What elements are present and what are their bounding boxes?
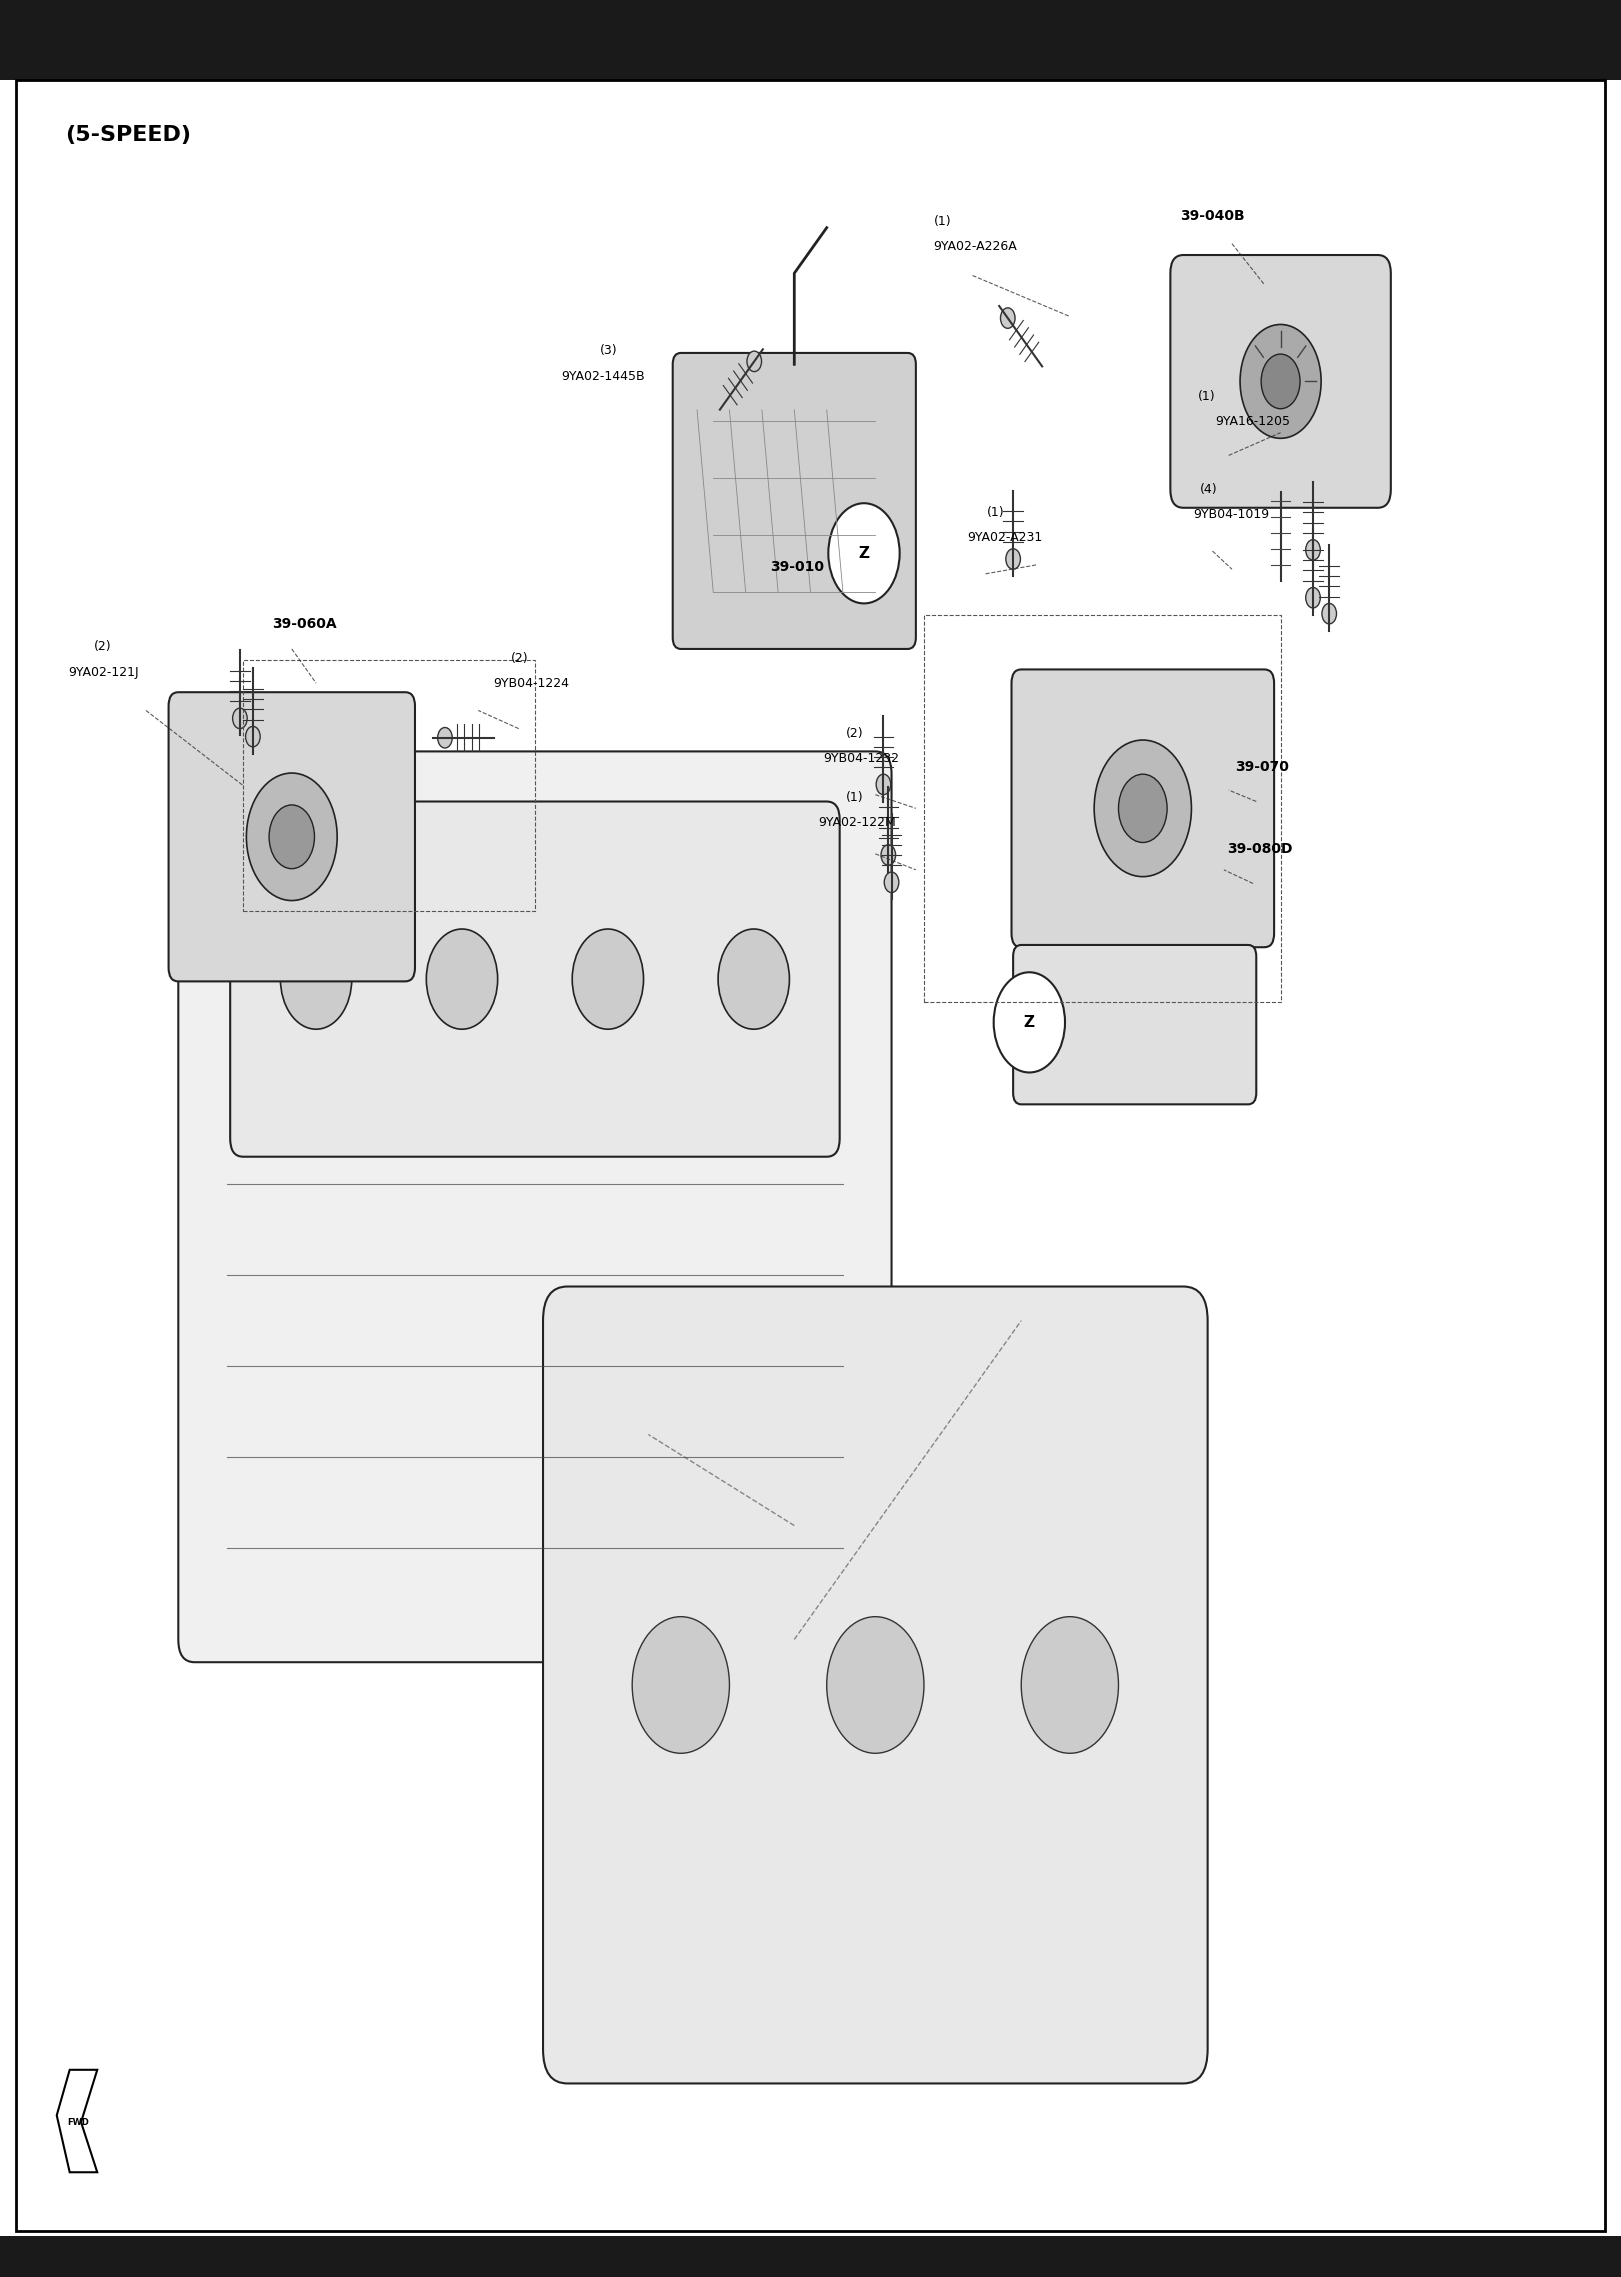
Circle shape [438,726,452,747]
Circle shape [994,972,1065,1072]
Circle shape [875,774,892,795]
Text: FWD: FWD [66,2118,89,2127]
Text: 39-060A: 39-060A [272,617,337,631]
Text: 9YA02-121J: 9YA02-121J [68,665,139,679]
Text: (1): (1) [846,790,864,804]
Text: (2): (2) [511,651,528,665]
Text: Z: Z [859,546,869,560]
Text: 9YA02-A231: 9YA02-A231 [968,531,1042,544]
Circle shape [1021,1617,1118,1753]
Text: 39-040B: 39-040B [1180,209,1245,223]
Circle shape [572,929,644,1029]
Text: (1): (1) [934,214,952,228]
FancyBboxPatch shape [169,692,415,981]
Text: (4): (4) [1200,483,1217,496]
Text: 9YA16-1205: 9YA16-1205 [1216,414,1290,428]
FancyBboxPatch shape [673,353,916,649]
FancyBboxPatch shape [543,1287,1208,2083]
Circle shape [1005,549,1021,569]
Text: (1): (1) [987,505,1005,519]
Circle shape [269,806,314,868]
Circle shape [747,351,762,371]
Text: 9YB04-1232: 9YB04-1232 [823,751,900,765]
Circle shape [1307,540,1319,560]
Text: 39-080D: 39-080D [1227,842,1292,856]
Bar [924,615,1281,1002]
Text: 39-070: 39-070 [1235,761,1289,774]
Text: 9YB04-1224: 9YB04-1224 [493,676,569,690]
Bar [243,660,535,911]
Circle shape [828,503,900,603]
Circle shape [827,1617,924,1753]
Text: 9YA02-A226A: 9YA02-A226A [934,239,1018,253]
Text: (3): (3) [600,344,618,357]
Text: 39-010: 39-010 [770,560,823,574]
Circle shape [1240,323,1321,439]
Circle shape [1094,740,1191,877]
FancyBboxPatch shape [230,802,840,1157]
Circle shape [882,845,895,865]
Circle shape [1321,603,1336,624]
Circle shape [1000,307,1015,328]
Text: 9YB04-1019: 9YB04-1019 [1193,508,1269,521]
Circle shape [1118,774,1167,842]
Circle shape [1261,353,1300,410]
FancyBboxPatch shape [1170,255,1391,508]
FancyBboxPatch shape [1013,945,1256,1104]
Text: (1): (1) [1198,389,1216,403]
Text: (5-SPEED): (5-SPEED) [65,125,191,146]
Circle shape [718,929,789,1029]
Circle shape [280,929,352,1029]
Text: Z: Z [1024,1016,1034,1029]
Circle shape [1307,587,1319,608]
Circle shape [885,872,898,893]
Circle shape [246,774,337,902]
Text: (2): (2) [94,640,112,653]
Circle shape [632,1617,729,1753]
Text: 9YA02-1445B: 9YA02-1445B [561,369,645,383]
Circle shape [246,726,259,747]
Bar [0,2236,1621,2277]
Text: 9YA02-122M: 9YA02-122M [819,815,896,829]
Circle shape [426,929,498,1029]
FancyBboxPatch shape [1012,669,1274,947]
Circle shape [232,708,246,729]
Bar [0,0,1621,80]
FancyBboxPatch shape [178,751,892,1662]
Text: (2): (2) [846,726,864,740]
